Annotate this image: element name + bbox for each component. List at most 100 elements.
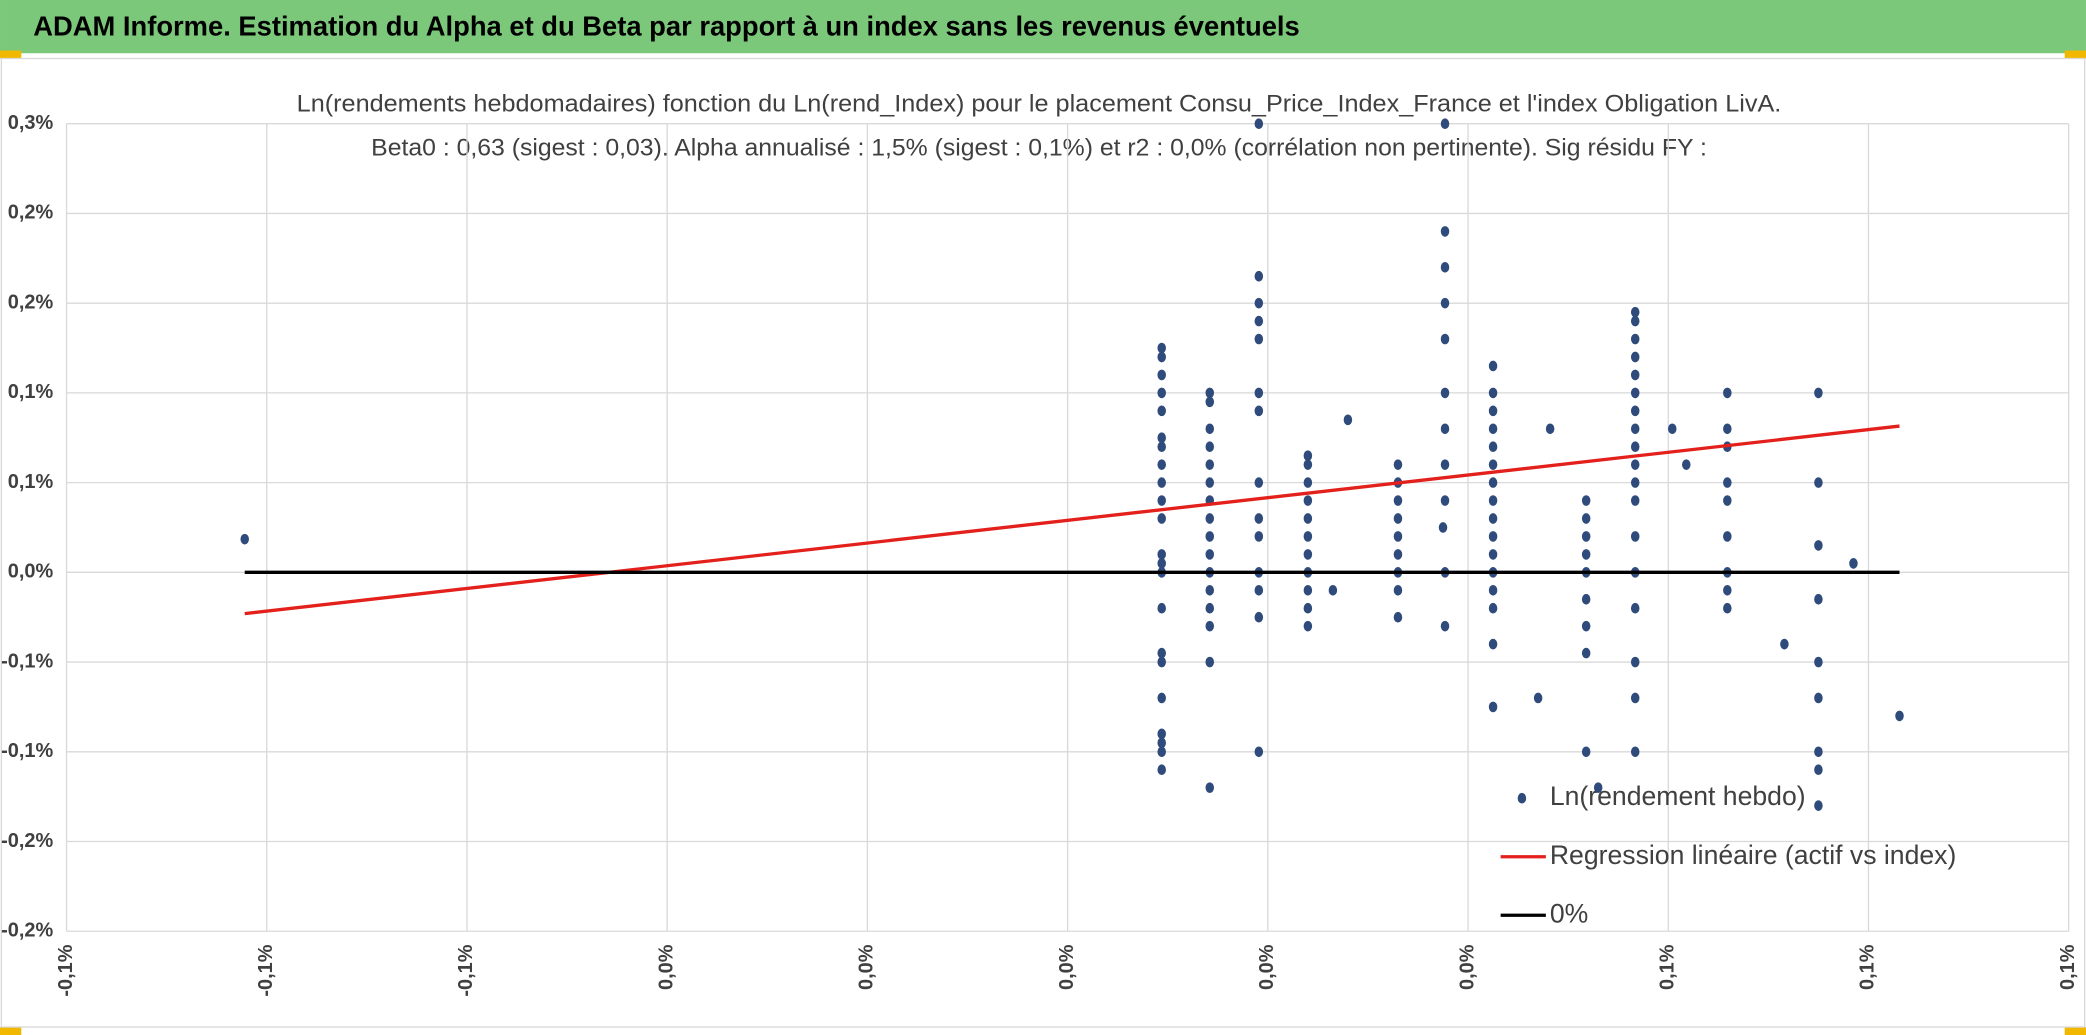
data-point: [1895, 710, 1904, 722]
data-point: [1488, 584, 1498, 596]
data-point: [1393, 611, 1403, 623]
data-point: [1303, 450, 1313, 462]
data-point: [1157, 342, 1166, 354]
data-point: [1723, 584, 1732, 596]
data-point: [1440, 495, 1450, 506]
data-point: [1303, 549, 1313, 560]
data-point: [1630, 315, 1640, 327]
data-point: [1630, 692, 1640, 704]
chart-border: [0, 57, 2086, 1028]
data-point: [1157, 656, 1166, 668]
data-point: [1668, 423, 1677, 435]
data-point: [1205, 782, 1215, 793]
data-point: [1440, 459, 1450, 470]
data-point: [1205, 602, 1215, 614]
x-tick-label: 0,0%: [1456, 944, 1478, 990]
data-point: [1303, 513, 1313, 524]
y-tick-label: 0,1%: [8, 381, 54, 403]
data-point: [1157, 441, 1166, 453]
data-point: [1254, 297, 1264, 309]
corner-mark: [0, 50, 22, 59]
legend-label: Regression linéaire (actif vs index): [1550, 840, 1956, 870]
data-point: [1157, 647, 1166, 659]
x-tick-label: 0,0%: [1056, 944, 1078, 990]
data-point: [1488, 477, 1498, 488]
data-point: [1488, 513, 1498, 524]
data-point: [1630, 441, 1640, 453]
data-point: [1440, 226, 1450, 237]
data-point: [1157, 602, 1166, 614]
x-tick-label: -0,1%: [255, 944, 277, 996]
data-point: [1303, 531, 1313, 542]
data-point: [1814, 746, 1823, 758]
data-point: [1780, 638, 1789, 650]
data-point: [1393, 513, 1403, 524]
legend-marker: [1517, 792, 1527, 804]
data-point: [1205, 513, 1215, 524]
data-point: [1581, 495, 1591, 506]
data-point: [1438, 522, 1448, 533]
data-point: [1393, 459, 1403, 470]
data-point: [1254, 611, 1264, 623]
y-tick-label: -0,1%: [1, 740, 53, 762]
data-point: [1303, 584, 1313, 596]
data-point: [1630, 405, 1640, 417]
data-point: [1488, 387, 1498, 399]
data-point: [1254, 531, 1264, 542]
data-point: [1157, 728, 1166, 740]
data-point: [1157, 459, 1166, 470]
data-point: [240, 533, 249, 545]
header-title: ADAM Informe. Estimation du Alpha et du …: [33, 10, 1299, 41]
y-tick-label: 0,2%: [8, 202, 54, 224]
data-point: [1205, 423, 1215, 435]
data-point: [1254, 513, 1264, 524]
data-point: [1157, 764, 1166, 776]
data-point: [1630, 656, 1640, 668]
data-point: [1205, 459, 1215, 470]
data-point: [1488, 701, 1498, 713]
data-point: [1814, 800, 1823, 811]
data-point: [1488, 459, 1498, 470]
data-point: [1814, 656, 1823, 668]
y-tick-label: -0,2%: [1, 830, 53, 852]
data-point: [1440, 620, 1450, 632]
data-point: [1440, 333, 1450, 345]
data-point: [1205, 531, 1215, 542]
y-tick-label: 0,3%: [8, 112, 54, 134]
data-point: [1440, 387, 1450, 399]
y-tick-label: 0,2%: [8, 291, 54, 313]
data-point: [1488, 531, 1498, 542]
data-point: [1205, 656, 1215, 668]
data-point: [1157, 477, 1166, 488]
x-tick-label: 0,0%: [655, 944, 677, 990]
data-point: [1581, 593, 1591, 605]
chart-subtitle: Beta0 : 0,63 (sigest : 0,03). Alpha annu…: [371, 134, 1707, 161]
data-point: [1814, 387, 1823, 399]
data-point: [1393, 531, 1403, 542]
data-point: [1393, 495, 1403, 506]
data-point: [1393, 584, 1403, 596]
data-point: [1545, 423, 1555, 435]
data-point: [1814, 764, 1823, 776]
data-point: [1393, 549, 1403, 560]
data-point: [1581, 513, 1591, 524]
x-tick-label: 0,1%: [1857, 944, 1879, 990]
data-point: [1723, 495, 1732, 506]
chart: Ln(rendements hebdomadaires) fonction du…: [1, 90, 2079, 996]
x-tick-label: 0,0%: [856, 944, 878, 990]
data-point: [1303, 459, 1313, 470]
data-point: [1630, 306, 1640, 318]
y-tick-label: -0,2%: [1, 919, 53, 941]
data-point: [1630, 477, 1640, 488]
data-point: [1157, 432, 1166, 444]
line-series: [244, 424, 1900, 616]
data-point: [1488, 602, 1498, 614]
data-point: [1254, 477, 1264, 488]
data-point: [1328, 584, 1338, 596]
data-point: [1303, 602, 1313, 614]
data-point: [1157, 737, 1166, 749]
data-point: [1593, 782, 1603, 793]
data-point: [1723, 387, 1732, 399]
data-point: [1157, 746, 1166, 758]
